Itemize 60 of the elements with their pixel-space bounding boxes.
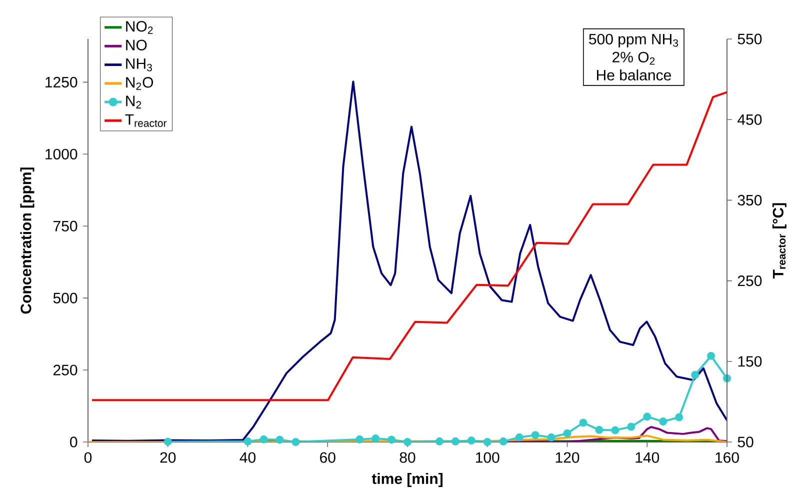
legend-label: NO (126, 40, 147, 50)
y2-tick-label: 150 (738, 356, 762, 367)
y-tick-label: 0 (70, 436, 78, 448)
y2-tick-label: 350 (738, 194, 762, 206)
point (467, 436, 476, 445)
x-tick-label: 80 (400, 452, 416, 463)
point (260, 435, 268, 444)
y-tick-label: 1250 (46, 76, 78, 88)
point (579, 418, 588, 427)
x-tick-label: 0 (84, 452, 92, 463)
y-tick-label: 1000 (46, 148, 78, 160)
annotation: 2% O$_{2}$ (612, 52, 655, 65)
point (531, 431, 540, 440)
y2-axis-title: T$_{reactor}$ [°C] (772, 203, 786, 278)
point (627, 422, 636, 431)
point (611, 426, 620, 434)
point (563, 429, 572, 438)
point (388, 436, 396, 444)
y-axis-title: Concentration [ppm] (20, 168, 34, 314)
point (659, 418, 668, 426)
y2-tick-label: 50 (738, 436, 754, 448)
point (435, 437, 444, 446)
y-tick-label: 500 (53, 292, 78, 304)
x-tick-label: 40 (240, 452, 256, 463)
point (707, 352, 716, 360)
legend-label: N$_{2}$ (126, 96, 142, 108)
y-tick-label: 750 (54, 220, 78, 232)
point (643, 412, 652, 421)
point (292, 438, 300, 446)
y2-tick-label: 450 (738, 114, 762, 125)
point (483, 438, 492, 446)
y2-tick-label: 250 (738, 275, 762, 286)
point (675, 413, 684, 422)
point (451, 437, 460, 446)
point (276, 436, 284, 444)
annotation: 500 ppm NH$_{3}$ (589, 34, 678, 48)
x-tick-label: 60 (320, 452, 336, 463)
point (244, 437, 252, 446)
point (372, 434, 380, 443)
legend-label: NH$_{3}$ (126, 58, 152, 72)
annotation: He balance (596, 69, 671, 80)
point (356, 435, 364, 444)
x-tick-label: 140 (636, 452, 660, 463)
x-tick-label: 20 (160, 452, 176, 463)
x-tick-label: 160 (716, 452, 739, 463)
legend-label: NO$_{2}$ (126, 21, 153, 34)
y-tick-label: 250 (54, 364, 78, 376)
y2-tick-label: 550 (738, 34, 762, 44)
point (164, 438, 172, 446)
x-axis-title: time [min] (372, 473, 442, 487)
x-tick-label: 120 (556, 452, 580, 463)
point (547, 433, 556, 442)
point (499, 437, 508, 446)
point (515, 433, 524, 442)
point (595, 426, 604, 434)
legend-label: T$_{reactor}$ (125, 114, 167, 127)
point (691, 370, 700, 379)
legend-label: N$_{2}$O (126, 77, 154, 90)
point (404, 438, 412, 446)
x-tick-label: 100 (476, 452, 500, 463)
